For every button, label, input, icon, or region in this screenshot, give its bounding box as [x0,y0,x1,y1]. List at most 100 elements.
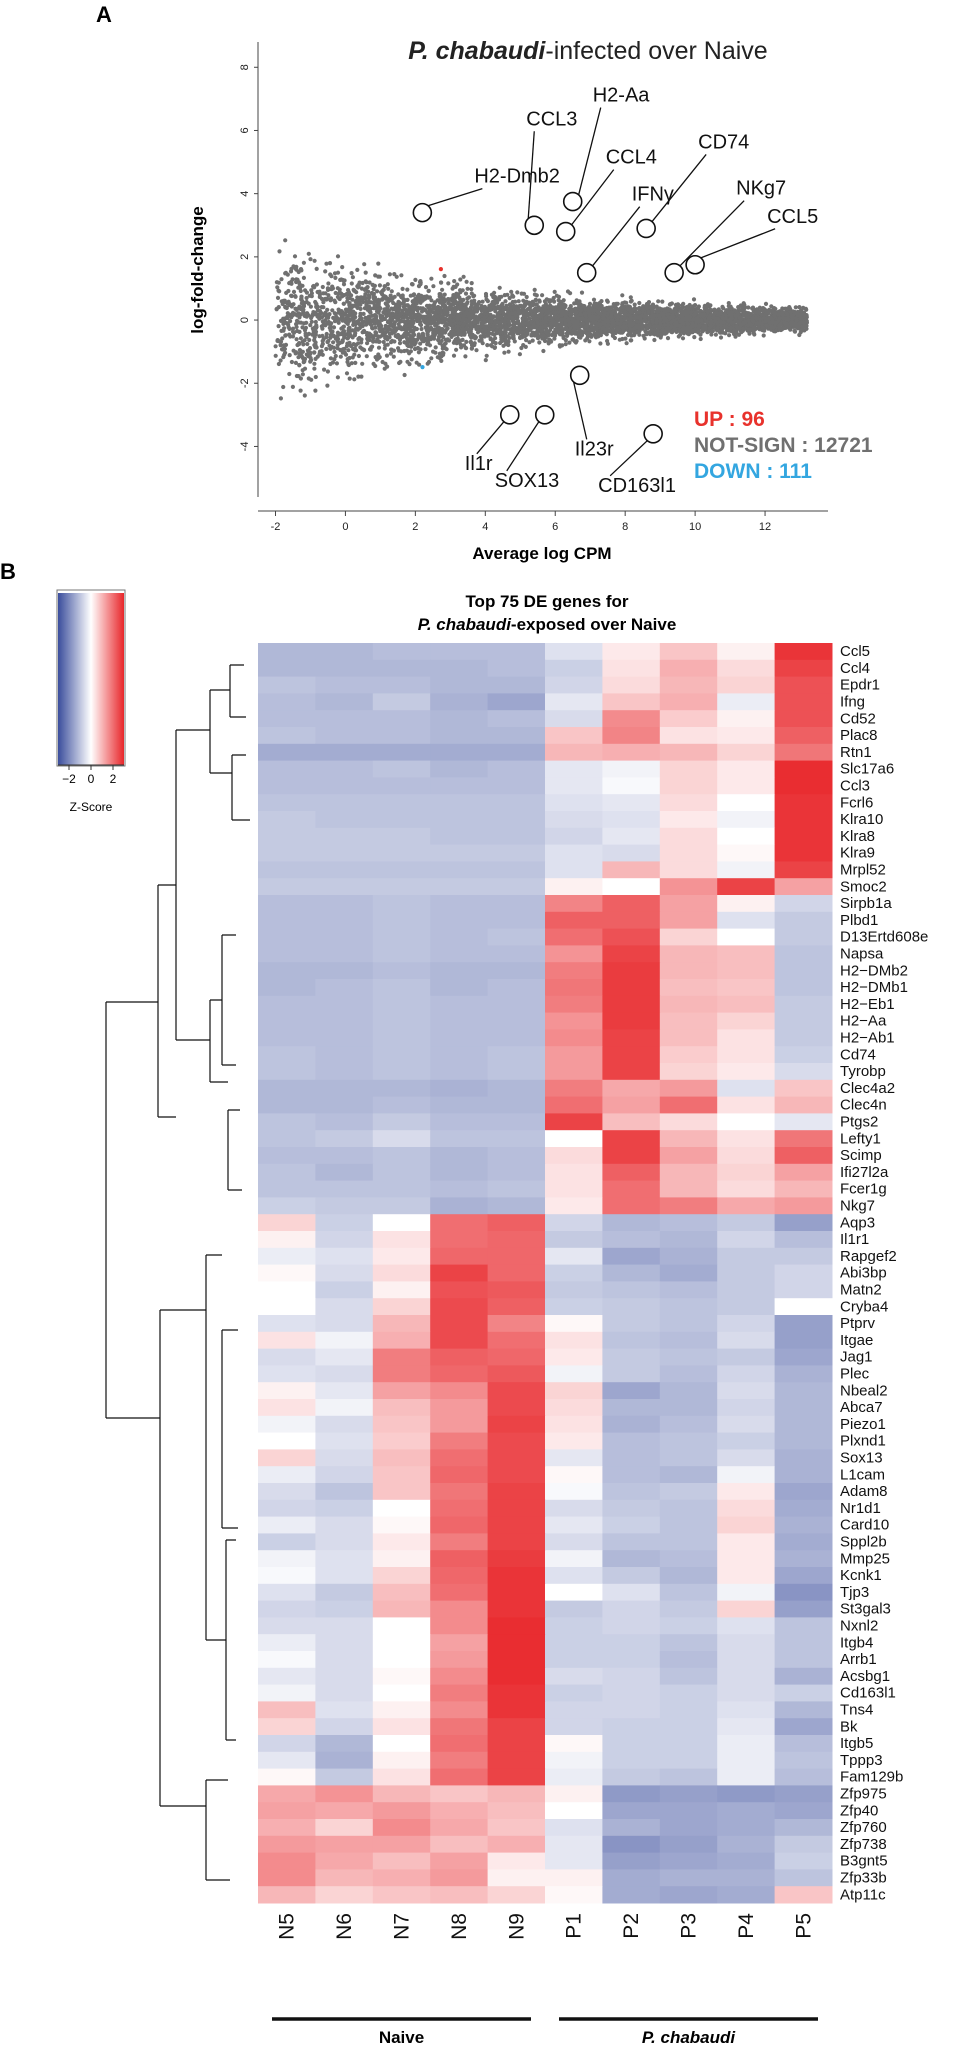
ma-point [787,305,792,310]
ma-point [298,352,303,357]
ma-point [469,346,475,351]
ma-point [432,327,437,332]
ma-point [513,320,519,326]
ma-point [399,349,404,354]
ma-point [332,345,337,350]
ma-point [451,293,456,298]
ma-point [346,348,351,353]
y-tick-label: 8 [239,64,251,70]
ma-point [385,342,390,347]
ma-point [298,267,304,272]
ma-point [419,326,424,332]
ma-point [343,312,348,317]
ma-point [325,383,330,388]
ma-point [278,396,283,401]
ma-point [314,302,319,307]
ma-point [502,350,507,355]
ma-point [347,376,352,381]
ma-point [746,327,751,332]
x-tick-label: 2 [412,521,418,533]
ma-point [331,340,336,345]
ma-point [472,341,477,346]
ma-point [726,301,731,306]
ma-point [695,306,701,311]
ma-point [558,318,564,323]
ma-point [289,359,294,365]
ma-point [333,290,338,296]
ma-point [302,393,307,398]
ma-point [359,286,364,291]
ma-point [290,384,295,389]
ma-point [503,299,508,304]
ma-point [764,309,769,314]
ma-point [446,281,451,286]
ma-point [282,318,287,324]
ma-point [388,322,393,328]
ma-point [532,287,537,292]
y-tick-label: -4 [239,442,251,452]
ma-point [728,304,733,309]
ma-point [294,264,299,269]
ma-point [658,335,663,340]
ma-point [553,314,558,319]
ma-point [383,311,388,316]
ma-point [503,330,508,335]
ma-point [332,319,338,324]
ma-point [296,374,301,379]
ma-point [432,302,437,307]
ma-point [323,269,328,274]
ma-point [652,305,657,310]
ma-point [312,361,317,366]
ma-point [409,282,415,287]
ma-point [384,353,390,358]
ma-point [296,342,302,347]
ma-point [497,285,502,290]
ma-point [708,307,713,312]
ma-point [365,341,370,346]
ma-point [739,316,744,321]
ma-point [281,346,286,351]
ma-point [620,302,625,307]
ma-point [563,342,568,347]
ma-point [644,331,649,336]
ma-point [569,331,574,336]
ma-point [313,388,318,393]
ma-point [518,326,523,331]
ma-point [502,293,507,298]
x-tick-label: 0 [342,521,348,533]
ma-point [367,294,372,299]
ma-point [417,335,422,340]
ma-point [561,334,566,339]
ma-point [517,352,523,357]
ma-point [293,360,298,365]
ma-point [315,308,320,313]
ma-point [551,295,556,301]
ma-point [544,297,549,302]
ma-point [656,299,661,304]
ma-point [389,289,394,294]
ma-point [499,325,504,330]
ma-point [287,353,292,358]
ma-point [601,325,606,331]
ma-point [294,337,299,342]
ma-point [401,304,406,310]
ma-point [411,332,416,337]
ma-point [279,277,284,282]
volcano-ylabel: log-fold-change [188,206,207,333]
ma-point [313,326,318,331]
ma-point [592,308,597,313]
ma-point [510,299,515,305]
ma-point [557,302,562,307]
ma-point [327,261,333,266]
ma-point [448,319,453,324]
ma-point [452,279,457,284]
ma-point [385,282,390,287]
ma-point [370,344,375,349]
ma-point [442,304,447,309]
ma-point [396,292,401,297]
ma-point [637,329,642,334]
ma-point [438,267,443,272]
ma-point [533,297,539,303]
ma-point [703,325,708,330]
ma-point [273,353,278,358]
